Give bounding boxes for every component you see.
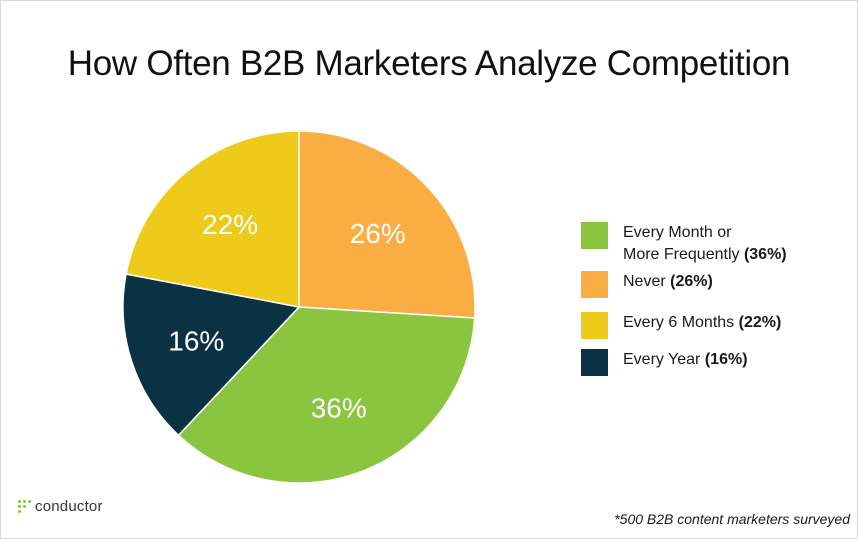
pie-slice-never — [298, 130, 476, 319]
legend-pct-every-year: (16%) — [704, 351, 748, 368]
pie-slice-every-month-or-more-frequently — [177, 306, 476, 484]
legend-item-every-month: Every Month or More Frequently (36%) — [581, 222, 841, 266]
legend-label-every-6-months: Every 6 Months (22%) — [623, 312, 781, 334]
pie-slice-every-year — [122, 273, 301, 437]
legend-item-never: Never (26%) — [581, 271, 841, 298]
legend-label-line-1: Every Month or — [623, 224, 732, 241]
legend-pct-never: (26%) — [670, 273, 713, 290]
legend-label-line-2: More Frequently — [623, 246, 740, 263]
legend-pct-every-month: (36%) — [743, 246, 787, 263]
survey-footnote: *500 B2B content marketers surveyed — [614, 511, 850, 527]
legend-label-every-month: Every Month or More Frequently (36%) — [623, 222, 787, 266]
legend-item-every-year: Every Year (16%) — [581, 349, 841, 376]
legend-label-text: Every 6 Months — [623, 314, 735, 331]
legend-label-text: Every Year — [623, 351, 701, 368]
legend-label-never: Never (26%) — [623, 271, 713, 293]
pie-label-never: 26% — [350, 218, 406, 249]
legend-swatch-every-year — [581, 349, 608, 376]
legend-label-text: Never — [623, 273, 666, 290]
legend-swatch-every-month — [581, 222, 608, 249]
legend-swatch-every-6-months — [581, 312, 608, 339]
chart-title: How Often B2B Marketers Analyze Competit… — [67, 44, 791, 83]
conductor-logo-icon — [18, 499, 32, 514]
pie-label-every-6-months: 22% — [202, 209, 258, 240]
conductor-logo-text: conductor — [35, 498, 103, 515]
pie-label-every-year: 16% — [168, 325, 224, 356]
legend-pct-every-6-months: (22%) — [738, 314, 782, 331]
pie-label-every-month-or-more-frequently: 36% — [311, 392, 367, 423]
conductor-logo: conductor — [18, 498, 103, 515]
legend-item-every-6-months: Every 6 Months (22%) — [581, 312, 841, 339]
pie-slice-every-6-months — [125, 130, 300, 308]
legend-swatch-never — [581, 271, 608, 298]
legend-label-every-year: Every Year (16%) — [623, 349, 748, 371]
